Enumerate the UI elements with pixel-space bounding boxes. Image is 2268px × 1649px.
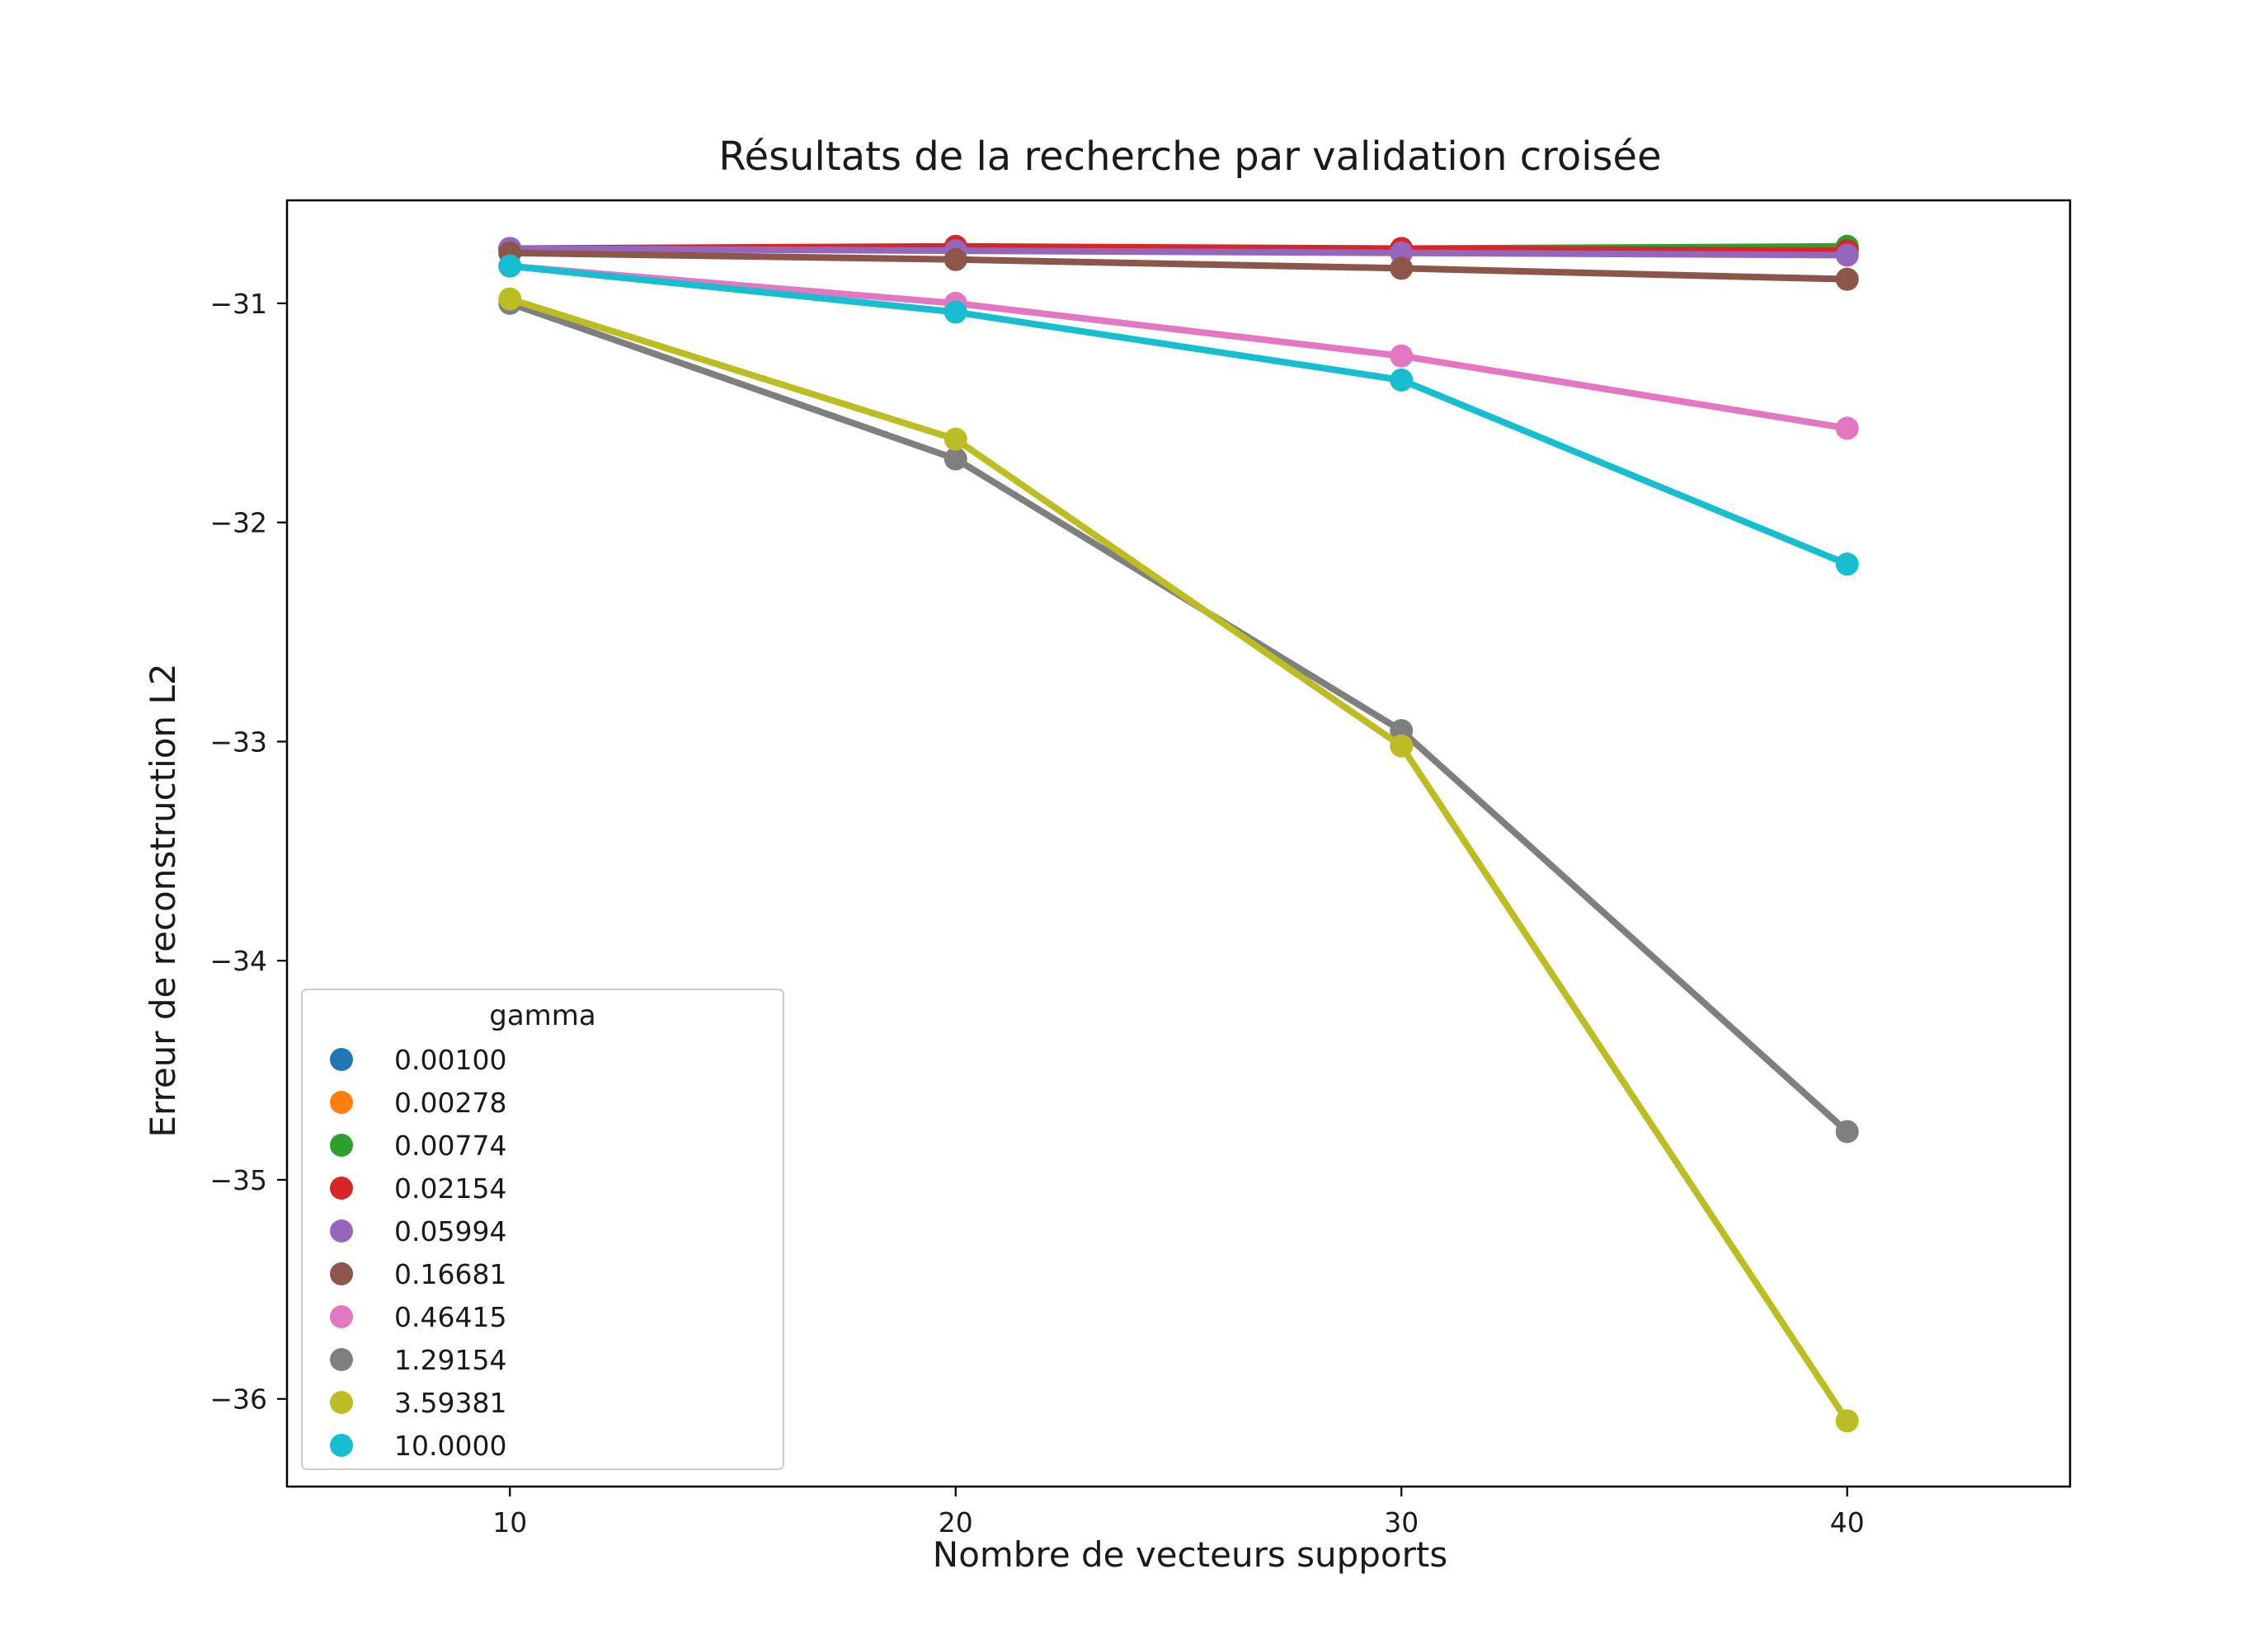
series-10.0000: [498, 254, 1859, 576]
legend-marker: [330, 1262, 353, 1285]
y-tick-label: −31: [209, 288, 267, 320]
series-line: [506, 245, 1851, 259]
legend-label: 0.16681: [394, 1258, 506, 1290]
data-point: [1390, 256, 1414, 280]
data-point: [1390, 344, 1414, 368]
legend-entry: 0.16681: [330, 1258, 506, 1290]
data-point: [1390, 734, 1414, 758]
legend-label: 0.02154: [394, 1172, 506, 1205]
data-point: [1835, 416, 1859, 440]
y-tick-label: −32: [209, 507, 267, 539]
legend-entry: 0.46415: [330, 1301, 506, 1333]
legend-label: 0.00100: [394, 1044, 506, 1076]
legend-marker: [330, 1434, 353, 1457]
series-line: [506, 262, 1851, 432]
data-point: [943, 247, 967, 271]
legend-box: [301, 989, 784, 1470]
data-point: [1835, 267, 1859, 291]
series-line: [506, 295, 1851, 1425]
legend-marker: [330, 1391, 353, 1414]
x-tick-label: 10: [492, 1506, 527, 1539]
x-tick-label: 20: [939, 1506, 973, 1539]
legend-entry: 0.00774: [330, 1130, 506, 1162]
legend-marker: [330, 1134, 353, 1157]
legend-marker: [330, 1091, 353, 1114]
chart-title: Résultats de la recherche par validation…: [718, 134, 1661, 180]
legend-title: gamma: [489, 999, 596, 1032]
data-point: [498, 254, 522, 278]
data-point: [1390, 368, 1414, 392]
y-tick-label: −34: [209, 945, 267, 977]
legend-entry: 0.00278: [330, 1087, 506, 1119]
series-layer: [498, 234, 1859, 1433]
legend-marker: [330, 1177, 353, 1200]
legend-label: 10.0000: [394, 1430, 506, 1462]
legend-entry: 0.05994: [330, 1215, 506, 1247]
legend-marker: [330, 1305, 353, 1328]
x-tick-label: 30: [1384, 1506, 1419, 1539]
data-point: [1835, 243, 1859, 267]
data-point: [1835, 1409, 1859, 1433]
legend: gamma 0.00100 0.00278 0.00774 0.02154 0.0599…: [301, 989, 784, 1470]
y-axis-ticks: −31 −32 −33 −34 −35 −36: [209, 288, 287, 1416]
data-point: [943, 300, 967, 324]
legend-entry: 3.59381: [330, 1387, 506, 1419]
x-axis-label: Nombre de vecteurs supports: [933, 1534, 1447, 1575]
y-axis-label: Erreur de reconstruction L2: [143, 663, 183, 1137]
legend-label: 0.05994: [394, 1215, 506, 1247]
data-point: [943, 427, 967, 451]
legend-entry: 1.29154: [330, 1344, 506, 1376]
data-point: [943, 447, 967, 471]
legend-marker: [330, 1219, 353, 1243]
legend-label: 0.46415: [394, 1301, 506, 1333]
legend-label: 3.59381: [394, 1387, 506, 1419]
x-tick-label: 40: [1830, 1506, 1865, 1539]
data-point: [1835, 1120, 1859, 1144]
legend-label: 1.29154: [394, 1344, 506, 1376]
legend-entry: 0.00100: [330, 1044, 506, 1076]
y-tick-label: −33: [209, 726, 267, 758]
y-tick-label: −35: [209, 1164, 267, 1196]
legend-label: 0.00774: [394, 1130, 506, 1162]
y-tick-label: −36: [209, 1384, 267, 1416]
legend-entry: 0.02154: [330, 1172, 506, 1205]
data-point: [1835, 552, 1859, 576]
legend-entries: 0.00100 0.00278 0.00774 0.02154 0.05994 0.166…: [330, 1044, 506, 1462]
legend-entry: 10.0000: [330, 1430, 506, 1462]
x-axis-ticks: 10 20 30 40: [492, 1487, 1865, 1539]
data-point: [498, 287, 522, 311]
legend-marker: [330, 1348, 353, 1371]
series-line: [506, 249, 1851, 283]
legend-label: 0.00278: [394, 1087, 506, 1119]
series-line: [506, 262, 1851, 568]
legend-marker: [330, 1048, 353, 1071]
series-3.59381: [498, 287, 1859, 1433]
